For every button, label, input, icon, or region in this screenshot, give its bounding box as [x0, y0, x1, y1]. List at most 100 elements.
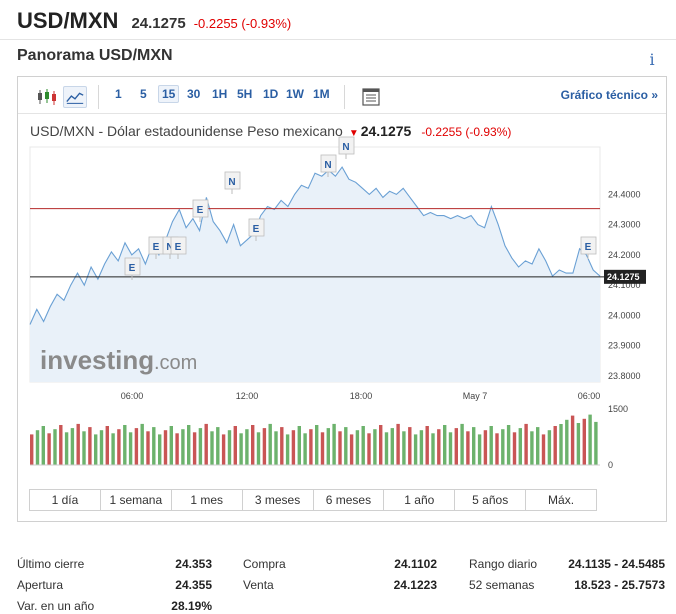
price-chart[interactable]: 24.4000 24.3000 24.2000 24.1000 24.0000 23.90… — [18, 77, 666, 487]
interval-30[interactable]: 30 — [187, 87, 201, 101]
stat-value: 24.1102 — [394, 556, 437, 571]
y-tick-label: 23.8000 — [608, 371, 641, 381]
volume-bar — [402, 431, 406, 465]
volume-bar — [47, 433, 51, 465]
volume-bar — [192, 432, 197, 465]
volume-bar — [565, 419, 569, 465]
volume-bar — [88, 427, 92, 465]
technical-chart-link[interactable]: Gráfico técnico » — [560, 88, 658, 102]
volume-bar — [210, 431, 214, 465]
volume-bar — [233, 426, 237, 465]
range-1-week[interactable]: 1 semana — [101, 490, 172, 510]
volume-bar — [518, 428, 522, 465]
interval-5[interactable]: 5 — [140, 87, 147, 101]
header-divider — [0, 39, 676, 40]
y-tick-label: 24.3000 — [608, 220, 641, 230]
volume-bar — [431, 433, 435, 465]
y-tick-label: 23.9000 — [608, 341, 641, 351]
interval-1h[interactable]: 1H — [212, 87, 228, 101]
table-view-icon[interactable] — [359, 86, 383, 108]
volume-bar — [355, 430, 360, 465]
event-badge-label: E — [585, 242, 592, 253]
volume-tick-label: 1500 — [608, 404, 628, 414]
volume-bar — [111, 433, 115, 465]
price-tag-label: 24.1275 — [607, 272, 640, 282]
volume-bar — [483, 430, 488, 465]
range-max[interactable]: Máx. — [548, 493, 575, 507]
event-badge-label: N — [228, 177, 235, 188]
area-chart-icon[interactable] — [63, 86, 87, 108]
price-change: -0.2255 (-0.93%) — [193, 16, 292, 31]
interval-1m[interactable]: 1M — [313, 87, 330, 101]
chart-widget: 1 5 15 30 1H 5H 1D 1W 1M Gráfico técnico… — [17, 76, 667, 522]
volume-bar — [454, 428, 458, 465]
interval-15[interactable]: 15 — [158, 85, 180, 103]
range-5-years[interactable]: 5 años — [455, 490, 527, 510]
volume-bar — [448, 432, 453, 465]
volume-bar — [94, 434, 98, 465]
range-1-day[interactable]: 1 día — [30, 490, 101, 510]
volume-bar — [280, 427, 284, 465]
toolbar-separator — [98, 85, 99, 109]
stat-label: Var. en un año — [17, 598, 95, 613]
volume-bar — [594, 421, 598, 465]
y-tick-label: 24.4000 — [608, 189, 641, 199]
toolbar-separator — [344, 85, 345, 109]
volume-bar — [344, 427, 348, 465]
volume-bar — [274, 431, 278, 465]
volume-bar — [82, 431, 86, 465]
volume-bar — [495, 433, 499, 465]
range-6-months[interactable]: 6 meses — [314, 490, 385, 510]
pair-title: USD/MXN — [17, 8, 119, 33]
volume-bar — [320, 432, 325, 465]
volume-bar — [158, 434, 162, 465]
stat-label: Venta — [243, 577, 274, 592]
range-3-months[interactable]: 3 meses — [243, 490, 314, 510]
volume-bar — [547, 430, 552, 465]
interval-1d[interactable]: 1D — [263, 87, 279, 101]
volume-bar — [41, 426, 45, 465]
volume-bar — [204, 423, 208, 465]
volume-bar — [379, 425, 383, 465]
volume-bar — [361, 426, 365, 465]
candlestick-icon[interactable] — [35, 86, 59, 108]
volume-bar — [349, 434, 354, 465]
volume-bar — [262, 428, 267, 465]
stat-label: Rango diario — [469, 556, 538, 571]
volume-bar — [105, 426, 109, 465]
stats-column-1: Último cierre 24.353 Apertura 24.355 Var… — [17, 553, 212, 614]
volume-bar — [582, 418, 586, 465]
volume-bar — [506, 425, 511, 465]
volume-bar — [501, 429, 505, 465]
volume-bar — [530, 431, 534, 465]
stat-ask: Venta 24.1223 — [243, 574, 437, 595]
volume-bar — [553, 426, 557, 465]
info-icon[interactable]: i — [649, 50, 655, 69]
interval-1w[interactable]: 1W — [286, 87, 304, 101]
event-badge-label: E — [175, 242, 182, 253]
stat-year-change: Var. en un año 28.19% — [17, 595, 212, 614]
stat-label: Compra — [243, 556, 286, 571]
caption-price: 24.1275 — [360, 123, 412, 139]
volume-bar — [384, 432, 389, 465]
volume-bar — [239, 433, 243, 465]
volume-bar — [268, 423, 272, 465]
stat-value: 28.19% — [171, 598, 212, 613]
interval-1[interactable]: 1 — [115, 87, 122, 101]
x-tick-label: 12:00 — [236, 391, 259, 401]
volume-bar — [466, 431, 470, 465]
stat-previous-close: Último cierre 24.353 — [17, 553, 212, 574]
stat-value: 24.1223 — [393, 577, 437, 592]
stat-daily-range: Rango diario 24.1135 - 24.5485 — [469, 553, 665, 574]
investing-logo-suffix: .com — [154, 352, 197, 374]
volume-bar — [123, 425, 127, 465]
range-1-month[interactable]: 1 mes — [172, 490, 243, 510]
event-badge-label: N — [342, 142, 349, 153]
volume-bar — [576, 423, 581, 465]
stat-label: Último cierre — [17, 556, 85, 571]
chart-toolbar: 1 5 15 30 1H 5H 1D 1W 1M Gráfico técnico… — [18, 77, 666, 114]
range-1-year[interactable]: 1 año — [384, 490, 456, 510]
volume-bar — [152, 427, 156, 465]
interval-5h[interactable]: 5H — [237, 87, 253, 101]
volume-bar — [413, 434, 418, 465]
